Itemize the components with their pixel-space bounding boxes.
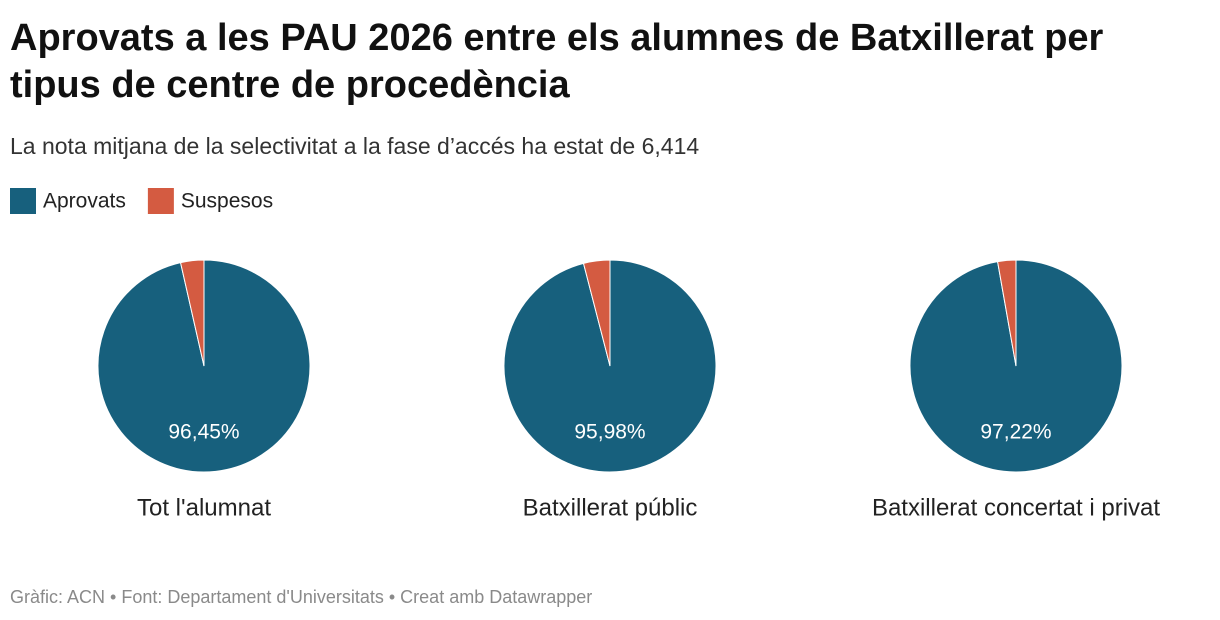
legend-swatch	[10, 188, 36, 214]
legend-label: Suspesos	[181, 190, 273, 213]
pie-slice	[996, 259, 1017, 367]
footer: Gràfic: ACN • Font: Departament d'Univer…	[10, 587, 592, 607]
value-label: 97,22%	[980, 421, 1051, 444]
pie-title: Batxillerat concertat i privat	[872, 494, 1160, 521]
value-label: 95,98%	[574, 421, 645, 444]
pie-slice	[179, 259, 205, 367]
chart-subtitle: La nota mitjana de la selectivitat a la …	[10, 133, 699, 159]
chart-title: Aprovats a les PAU 2026 entre els alumne…	[10, 17, 1104, 59]
pie-slice	[582, 259, 611, 367]
chart-title: tipus de centre de procedència	[10, 64, 570, 106]
legend-swatch	[147, 188, 174, 214]
pie-title: Tot l'alumnat	[137, 494, 271, 521]
value-label: 96,45%	[168, 421, 239, 444]
legend-label: Aprovats	[43, 190, 126, 213]
pie-title: Batxillerat públic	[523, 494, 698, 521]
